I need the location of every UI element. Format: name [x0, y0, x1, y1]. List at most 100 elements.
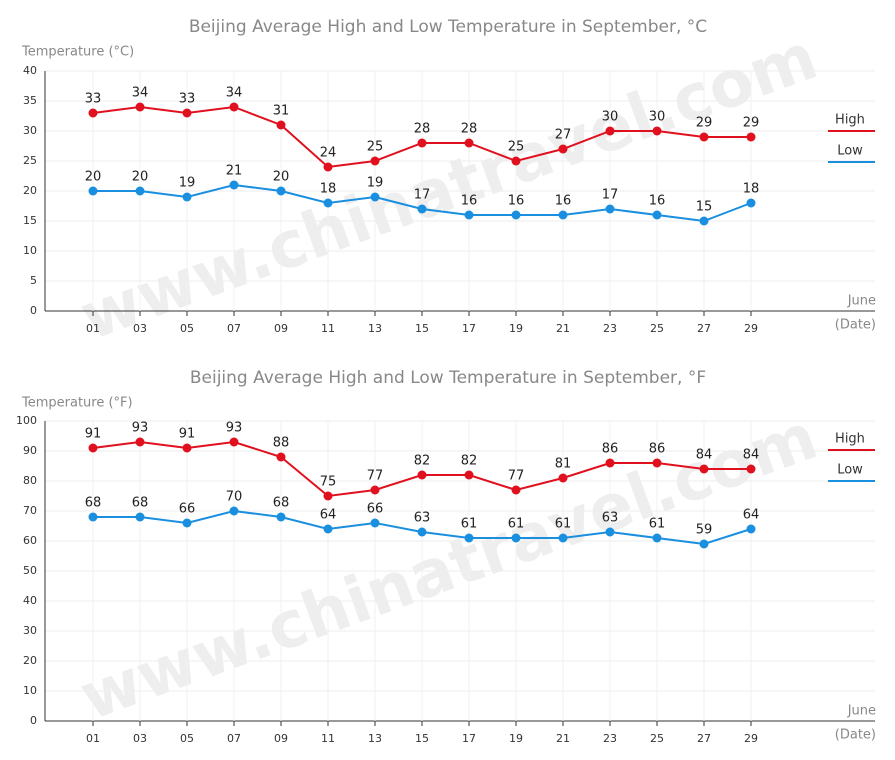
value-label: 68 [132, 496, 149, 511]
y-tick-label: 30 [23, 624, 37, 637]
value-label: 29 [743, 116, 760, 131]
point [229, 506, 239, 516]
y-tick-label: 40 [23, 64, 37, 77]
point [229, 180, 239, 190]
point [464, 533, 474, 543]
value-label: 77 [367, 469, 384, 484]
value-label: 59 [696, 523, 713, 538]
value-label: 66 [367, 502, 384, 517]
y-tick-label: 15 [23, 214, 37, 227]
value-label: 86 [602, 442, 619, 457]
y-tick-label: 10 [23, 244, 37, 257]
point [652, 458, 662, 468]
x-tick-label: 25 [650, 322, 664, 335]
x-tick-label: 29 [744, 322, 758, 335]
x-tick-label: 13 [368, 322, 382, 335]
y-tick-label: 20 [23, 654, 37, 667]
x-tick-label: 25 [650, 732, 664, 745]
point [605, 527, 615, 537]
value-label: 19 [367, 176, 384, 191]
point [323, 524, 333, 534]
legend-label: Low [837, 463, 863, 478]
value-label: 16 [649, 194, 666, 209]
point [370, 156, 380, 166]
legend-label: High [835, 113, 865, 128]
point [417, 204, 427, 214]
value-label: 91 [179, 427, 196, 442]
value-label: 61 [555, 517, 572, 532]
value-label: 34 [132, 86, 149, 101]
point [464, 210, 474, 220]
value-label: 81 [555, 457, 572, 472]
value-label: 61 [649, 517, 666, 532]
x-tick-label: 13 [368, 732, 382, 745]
value-label: 84 [743, 448, 760, 463]
value-label: 66 [179, 502, 196, 517]
value-label: 61 [461, 517, 478, 532]
x-tick-label: 03 [133, 322, 147, 335]
x-tick-label: 21 [556, 732, 570, 745]
value-label: 15 [696, 200, 713, 215]
value-label: 86 [649, 442, 666, 457]
value-label: 17 [602, 188, 619, 203]
x-tick-label: 15 [415, 732, 429, 745]
point [464, 138, 474, 148]
y-tick-label: 80 [23, 474, 37, 487]
point [558, 210, 568, 220]
value-label: 68 [273, 496, 290, 511]
y-tick-label: 60 [23, 534, 37, 547]
x-tick-label: 07 [227, 322, 241, 335]
point [699, 464, 709, 474]
point [276, 512, 286, 522]
point [464, 470, 474, 480]
point [135, 437, 145, 447]
value-label: 93 [226, 421, 243, 436]
y-tick-label: 30 [23, 124, 37, 137]
point [511, 156, 521, 166]
point [276, 452, 286, 462]
x-tick-label: 11 [321, 732, 335, 745]
value-label: 77 [508, 469, 525, 484]
point [88, 443, 98, 453]
point [605, 204, 615, 214]
x-tick-label: 11 [321, 322, 335, 335]
y-tick-label: 10 [23, 684, 37, 697]
value-label: 25 [367, 140, 384, 155]
x-tick-label: 05 [180, 732, 194, 745]
y-tick-label: 50 [23, 564, 37, 577]
point [323, 491, 333, 501]
x-tick-label: 09 [274, 322, 288, 335]
value-label: 82 [414, 454, 431, 469]
x-note: June [847, 294, 876, 309]
value-label: 16 [508, 194, 525, 209]
value-label: 93 [132, 421, 149, 436]
value-label: 29 [696, 116, 713, 131]
value-label: 63 [414, 511, 431, 526]
value-label: 18 [743, 182, 760, 197]
value-label: 20 [132, 170, 149, 185]
point [135, 512, 145, 522]
point [370, 192, 380, 202]
point [699, 216, 709, 226]
x-tick-label: 01 [86, 322, 100, 335]
y-tick-label: 70 [23, 504, 37, 517]
x-tick-label: 21 [556, 322, 570, 335]
point [652, 126, 662, 136]
value-label: 33 [85, 92, 102, 107]
y-tick-label: 40 [23, 594, 37, 607]
value-label: 17 [414, 188, 431, 203]
point [605, 126, 615, 136]
value-label: 16 [461, 194, 478, 209]
point [276, 120, 286, 130]
point [182, 108, 192, 118]
value-label: 68 [85, 496, 102, 511]
legend-label: High [835, 432, 865, 447]
point [605, 458, 615, 468]
y-tick-label: 25 [23, 154, 37, 167]
value-label: 64 [743, 508, 760, 523]
point [417, 527, 427, 537]
y-tick-label: 5 [30, 274, 37, 287]
x-tick-label: 01 [86, 732, 100, 745]
value-label: 20 [273, 170, 290, 185]
point [746, 198, 756, 208]
